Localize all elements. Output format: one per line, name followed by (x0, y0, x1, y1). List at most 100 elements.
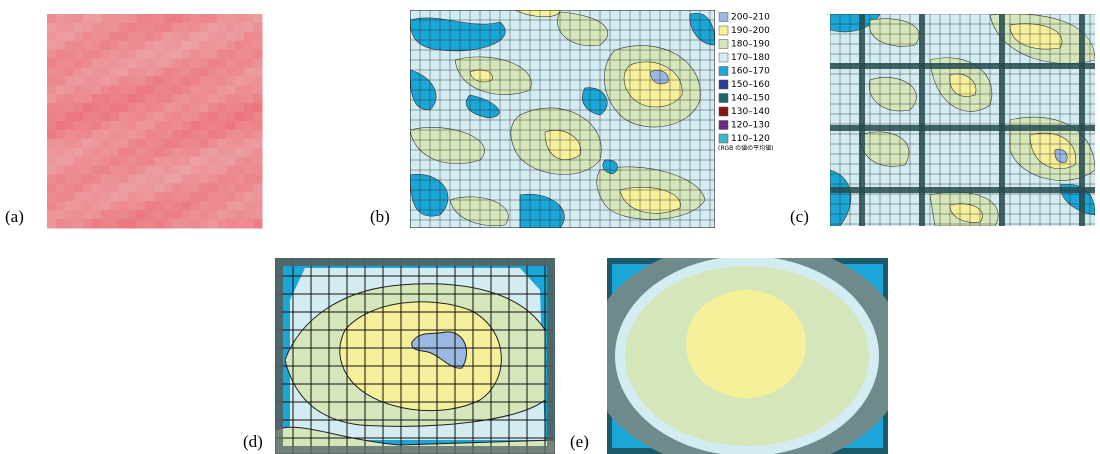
mosaic-cell (47, 112, 56, 121)
mosaic-cell (65, 166, 74, 175)
mosaic-cell (172, 210, 181, 219)
mosaic-cell (199, 59, 208, 68)
mosaic-cell (128, 139, 137, 148)
mosaic-cell (235, 148, 244, 157)
mosaic-cell (128, 59, 137, 68)
mosaic-cell (47, 68, 56, 77)
mosaic-cell (83, 32, 92, 41)
mosaic-cell (226, 68, 235, 77)
mosaic-cell (119, 103, 128, 112)
mosaic-cell (172, 50, 181, 59)
mosaic-cell (226, 210, 235, 219)
mosaic-cell (137, 76, 146, 85)
mosaic-cell (217, 157, 226, 166)
mosaic-cell (146, 157, 155, 166)
mosaic-cell (47, 219, 56, 228)
mosaic-cell (155, 103, 164, 112)
mosaic-cell (244, 121, 253, 130)
mosaic-cell (146, 201, 155, 210)
mosaic-cell (226, 85, 235, 94)
mosaic-cell (119, 32, 128, 41)
mosaic-cell (163, 23, 172, 32)
mosaic-cell (199, 175, 208, 184)
mosaic-cell (47, 157, 56, 166)
mosaic-cell (217, 139, 226, 148)
mosaic-cell (181, 192, 190, 201)
mosaic-cell (146, 210, 155, 219)
ellipse-model (587, 241, 907, 454)
mosaic-cell (83, 50, 92, 59)
mosaic-cell (190, 76, 199, 85)
mosaic-cell (56, 121, 65, 130)
mosaic-cell (128, 148, 137, 157)
mosaic-cell (110, 94, 119, 103)
mosaic-cell (172, 32, 181, 41)
mosaic-cell (137, 103, 146, 112)
mosaic-cell (137, 192, 146, 201)
mosaic-cell (101, 148, 110, 157)
mosaic-cell (101, 14, 110, 23)
mosaic-cell (217, 41, 226, 50)
mosaic-cell (92, 41, 101, 50)
mosaic-cell (163, 201, 172, 210)
mosaic-cell (155, 192, 164, 201)
mosaic-cell (128, 41, 137, 50)
mosaic-cell (190, 219, 199, 228)
mosaic-cell (181, 148, 190, 157)
mosaic-cell (253, 157, 262, 166)
mosaic-cell (119, 112, 128, 121)
mosaic-cell (172, 59, 181, 68)
mosaic-cell (119, 68, 128, 77)
mosaic-cell (47, 192, 56, 201)
mosaic-cell (181, 121, 190, 130)
mosaic-cell (208, 219, 217, 228)
mosaic-cell (74, 59, 83, 68)
mosaic-cell (74, 201, 83, 210)
legend-swatch (719, 53, 728, 62)
mosaic-cell (181, 23, 190, 32)
mosaic-cell (110, 103, 119, 112)
mosaic-cell (217, 94, 226, 103)
mosaic-cell (253, 59, 262, 68)
mosaic-cell (155, 201, 164, 210)
mosaic-cell (235, 32, 244, 41)
legend-swatch (719, 80, 728, 89)
mosaic-cell (253, 148, 262, 157)
mosaic-cell (146, 50, 155, 59)
mosaic-cell (92, 183, 101, 192)
mosaic-cell (146, 68, 155, 77)
mosaic-cell (83, 94, 92, 103)
mosaic-cell (235, 23, 244, 32)
mosaic-cell (74, 23, 83, 32)
mosaic-cell (119, 50, 128, 59)
mosaic-cell (110, 50, 119, 59)
mosaic-cell (101, 157, 110, 166)
mosaic-cell (128, 192, 137, 201)
mosaic-cell (74, 175, 83, 184)
mosaic-cell (47, 85, 56, 94)
mosaic-cell (119, 94, 128, 103)
mosaic-cell (244, 166, 253, 175)
mosaic-cell (101, 166, 110, 175)
mosaic-cell (128, 157, 137, 166)
mosaic-cell (92, 112, 101, 121)
mosaic-cell (235, 175, 244, 184)
mosaic-cell (199, 41, 208, 50)
mosaic-cell (110, 201, 119, 210)
mosaic-cell (110, 183, 119, 192)
mosaic-cell (199, 219, 208, 228)
pink-mosaic (47, 14, 263, 229)
mosaic-cell (65, 175, 74, 184)
mosaic-cell (163, 50, 172, 59)
mosaic-cell (101, 192, 110, 201)
mosaic-cell (172, 219, 181, 228)
mosaic-cell (163, 14, 172, 23)
mosaic-cell (65, 14, 74, 23)
mosaic-cell (128, 219, 137, 228)
mosaic-cell (65, 94, 74, 103)
mosaic-cell (163, 175, 172, 184)
mosaic-cell (56, 175, 65, 184)
mosaic-cell (172, 183, 181, 192)
panel-label: (e) (570, 432, 589, 451)
mosaic-cell (146, 103, 155, 112)
